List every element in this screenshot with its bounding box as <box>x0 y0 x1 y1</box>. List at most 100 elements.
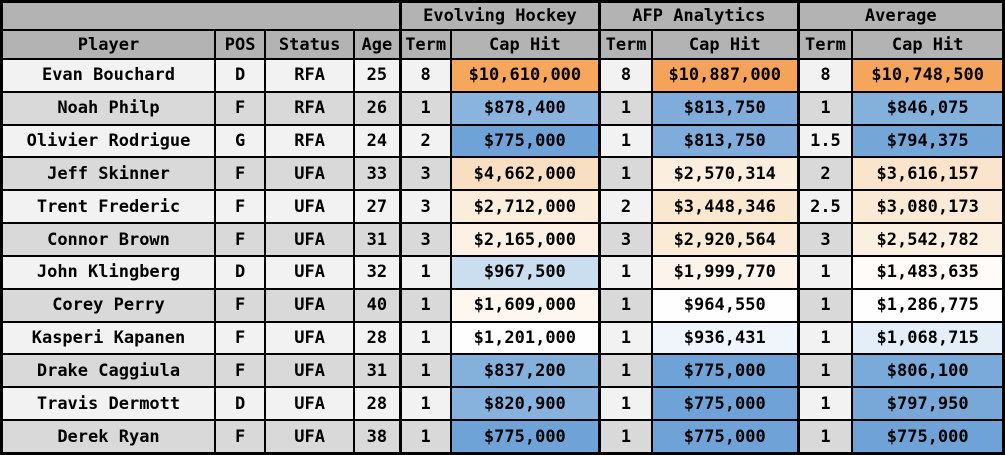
average-caphit-cell: $1,068,715 <box>851 320 1005 356</box>
col-header-afp-analytics-term: Term <box>598 29 653 60</box>
evolving-hockey-caphit-cell: $2,165,000 <box>449 222 601 257</box>
group-header-afp-analytics: AFP Analytics <box>598 0 800 31</box>
evolving-hockey-caphit-cell: $775,000 <box>449 419 601 455</box>
evolving-hockey-term-cell: 1 <box>398 287 452 323</box>
average-caphit-cell: $775,000 <box>851 419 1005 455</box>
group-header-average: Average <box>796 0 1005 31</box>
average-caphit-cell: $2,542,782 <box>851 222 1005 257</box>
player-cell: Drake Caggiula <box>0 353 216 389</box>
average-caphit-cell: $3,616,157 <box>851 156 1005 192</box>
pos-cell: D <box>213 58 267 93</box>
evolving-hockey-term-cell: 2 <box>398 123 452 159</box>
table-row: Drake Caggiula F UFA 31 1 $837,200 1 $775,000 1 $… <box>0 353 1005 389</box>
average-term-cell: 3 <box>796 222 854 257</box>
status-cell: RFA <box>264 123 355 159</box>
average-term-cell: 1 <box>796 254 854 290</box>
status-cell: UFA <box>264 287 355 323</box>
afp-analytics-caphit-cell: $10,887,000 <box>650 58 800 93</box>
afp-analytics-caphit-cell: $813,750 <box>650 90 800 126</box>
afp-analytics-term-cell: 1 <box>598 254 653 290</box>
age-cell: 33 <box>352 156 402 192</box>
player-cell: Kasperi Kapanen <box>0 320 216 356</box>
evolving-hockey-caphit-cell: $1,201,000 <box>449 320 601 356</box>
age-cell: 32 <box>352 254 402 290</box>
afp-analytics-caphit-cell: $775,000 <box>650 419 800 455</box>
table-row: Trent Frederic F UFA 27 3 $2,712,000 2 $3,448,3… <box>0 189 1005 225</box>
average-caphit-cell: $3,080,173 <box>851 189 1005 225</box>
average-term-cell: 1 <box>796 90 854 126</box>
afp-analytics-caphit-cell: $964,550 <box>650 287 800 323</box>
table-row: Derek Ryan F UFA 38 1 $775,000 1 $775,000 1 $775,… <box>0 419 1005 455</box>
col-header-evolving-hockey-term: Term <box>398 29 452 60</box>
group-header-row: Evolving Hockey AFP Analytics Average <box>0 0 1005 31</box>
age-cell: 24 <box>352 123 402 159</box>
afp-analytics-caphit-cell: $775,000 <box>650 386 800 422</box>
average-caphit-cell: $846,075 <box>851 90 1005 126</box>
average-term-cell: 1 <box>796 386 854 422</box>
table-row: Olivier Rodrigue G RFA 24 2 $775,000 1 $813,750… <box>0 123 1005 159</box>
pos-cell: F <box>213 189 267 225</box>
status-cell: UFA <box>264 320 355 356</box>
evolving-hockey-term-cell: 1 <box>398 386 452 422</box>
average-term-cell: 1 <box>796 419 854 455</box>
afp-analytics-caphit-cell: $775,000 <box>650 353 800 389</box>
evolving-hockey-caphit-cell: $2,712,000 <box>449 189 601 225</box>
evolving-hockey-caphit-cell: $878,400 <box>449 90 601 126</box>
evolving-hockey-caphit-cell: $820,900 <box>449 386 601 422</box>
afp-analytics-term-cell: 3 <box>598 222 653 257</box>
pos-cell: F <box>213 419 267 455</box>
evolving-hockey-term-cell: 1 <box>398 419 452 455</box>
afp-analytics-term-cell: 1 <box>598 123 653 159</box>
pos-cell: F <box>213 287 267 323</box>
evolving-hockey-caphit-cell: $10,610,000 <box>449 58 601 93</box>
evolving-hockey-term-cell: 1 <box>398 90 452 126</box>
afp-analytics-term-cell: 1 <box>598 386 653 422</box>
afp-analytics-term-cell: 2 <box>598 189 653 225</box>
afp-analytics-term-cell: 1 <box>598 320 653 356</box>
player-cell: Connor Brown <box>0 222 216 257</box>
col-header-average-term: Term <box>796 29 854 60</box>
pos-cell: F <box>213 156 267 192</box>
status-cell: UFA <box>264 189 355 225</box>
age-cell: 40 <box>352 287 402 323</box>
table-row: Evan Bouchard D RFA 25 8 $10,610,000 8 $10,887,… <box>0 58 1005 93</box>
col-header-afp-analytics-caphit: Cap Hit <box>650 29 800 60</box>
pos-cell: F <box>213 320 267 356</box>
status-cell: RFA <box>264 58 355 93</box>
afp-analytics-caphit-cell: $1,999,770 <box>650 254 800 290</box>
pos-cell: F <box>213 90 267 126</box>
evolving-hockey-caphit-cell: $837,200 <box>449 353 601 389</box>
pos-cell: F <box>213 353 267 389</box>
age-cell: 28 <box>352 386 402 422</box>
afp-analytics-caphit-cell: $2,920,564 <box>650 222 800 257</box>
pos-cell: F <box>213 222 267 257</box>
player-cell: Trent Frederic <box>0 189 216 225</box>
status-cell: UFA <box>264 222 355 257</box>
status-cell: UFA <box>264 156 355 192</box>
afp-analytics-term-cell: 1 <box>598 287 653 323</box>
col-header-average-caphit: Cap Hit <box>851 29 1005 60</box>
afp-analytics-caphit-cell: $2,570,314 <box>650 156 800 192</box>
table-body: Evan Bouchard D RFA 25 8 $10,610,000 8 $10,887,… <box>0 58 1005 455</box>
average-term-cell: 1 <box>796 320 854 356</box>
average-caphit-cell: $10,748,500 <box>851 58 1005 93</box>
evolving-hockey-term-cell: 1 <box>398 320 452 356</box>
average-caphit-cell: $1,483,635 <box>851 254 1005 290</box>
evolving-hockey-caphit-cell: $4,662,000 <box>449 156 601 192</box>
afp-analytics-caphit-cell: $936,431 <box>650 320 800 356</box>
afp-analytics-term-cell: 1 <box>598 353 653 389</box>
evolving-hockey-term-cell: 3 <box>398 189 452 225</box>
average-term-cell: 2.5 <box>796 189 854 225</box>
player-cell: Travis Dermott <box>0 386 216 422</box>
average-caphit-cell: $806,100 <box>851 353 1005 389</box>
status-cell: UFA <box>264 386 355 422</box>
table-row: Jeff Skinner F UFA 33 3 $4,662,000 1 $2,570,314… <box>0 156 1005 192</box>
table-row: Noah Philp F RFA 26 1 $878,400 1 $813,750 1 $846,… <box>0 90 1005 126</box>
average-caphit-cell: $1,286,775 <box>851 287 1005 323</box>
group-header-evolving-hockey: Evolving Hockey <box>398 0 601 31</box>
average-term-cell: 1.5 <box>796 123 854 159</box>
average-caphit-cell: $794,375 <box>851 123 1005 159</box>
player-cell: Evan Bouchard <box>0 58 216 93</box>
